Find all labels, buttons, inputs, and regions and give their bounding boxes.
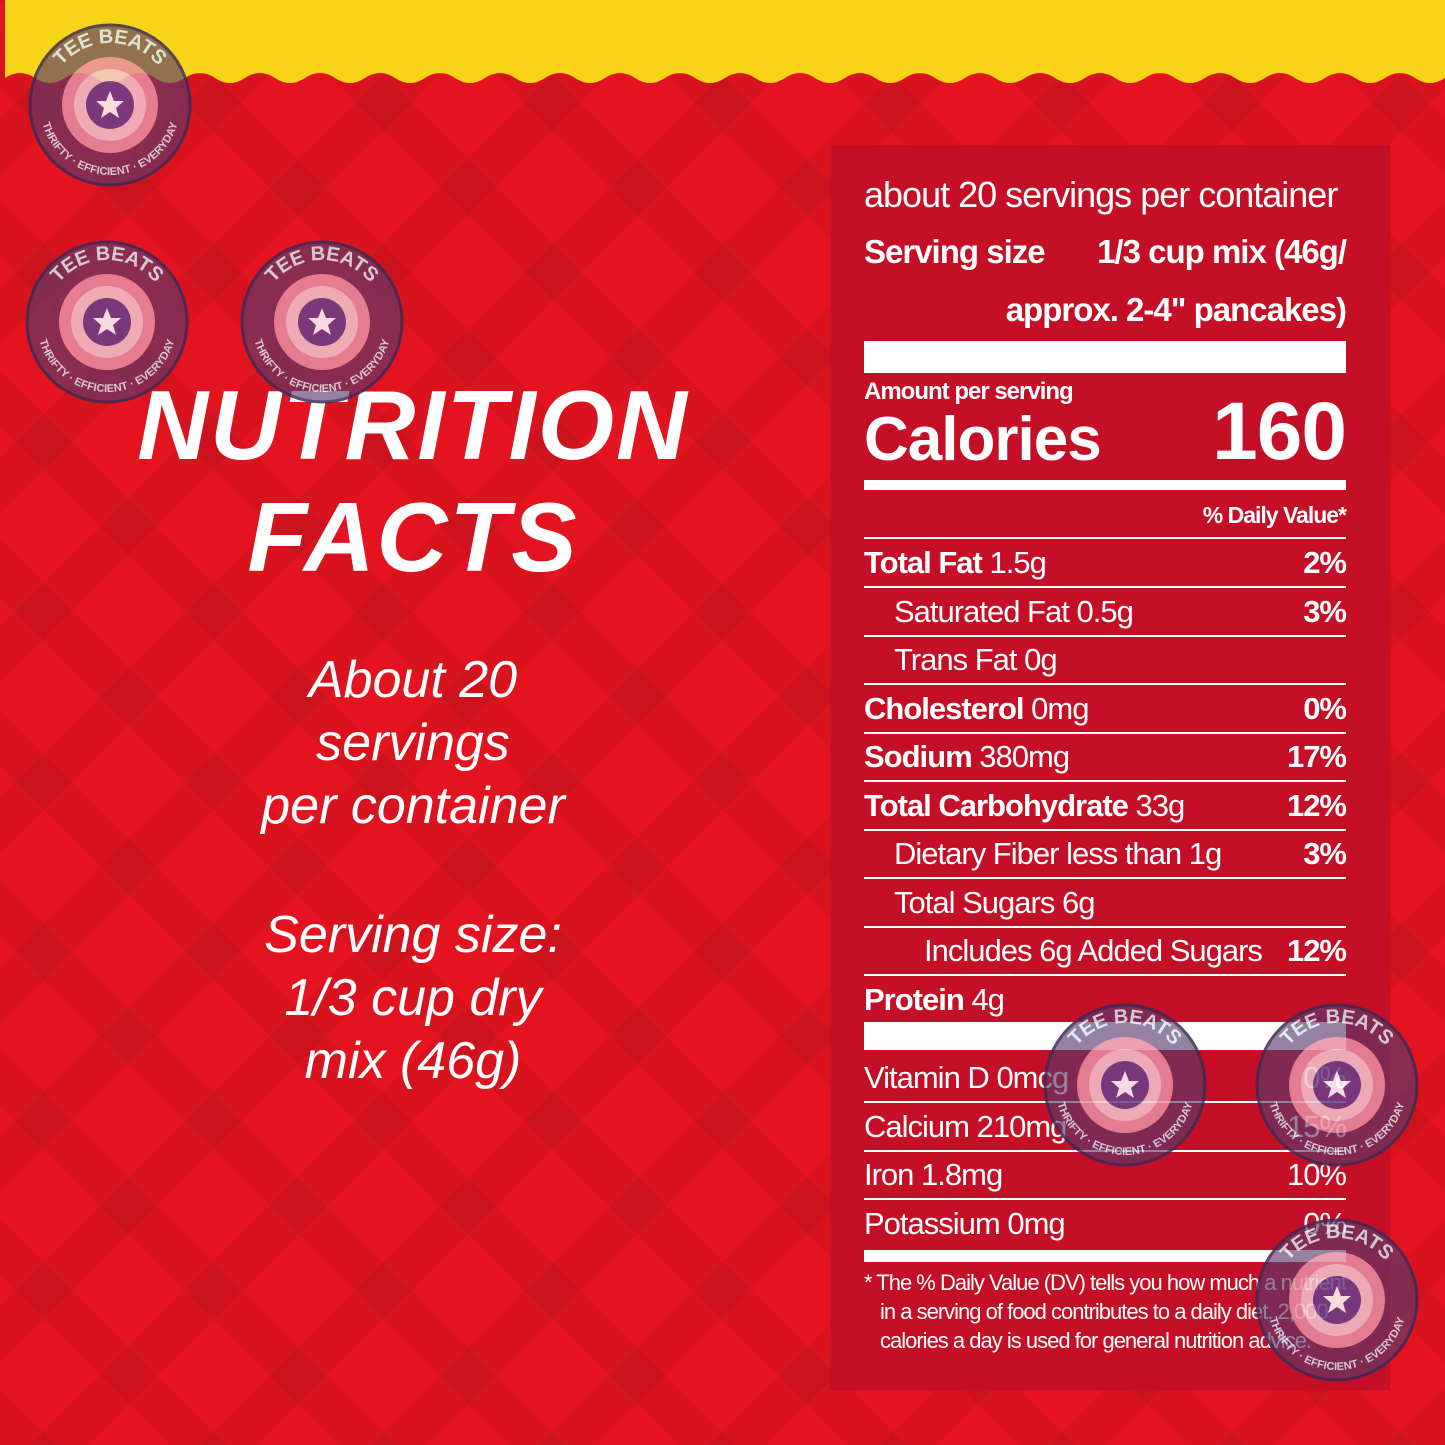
wm-star [96, 91, 124, 118]
rule [864, 341, 1346, 373]
nutrient-dv: 12% [1286, 787, 1347, 823]
rule [864, 683, 1346, 685]
nutrient-amount: 6g [1061, 884, 1095, 920]
nutrient-row: Trans Fat 0g [894, 641, 1058, 679]
serving-size-text: mix (46g) [304, 1032, 522, 1090]
amount-per-serving: Amount per serving [864, 378, 1074, 405]
rule [864, 480, 1346, 490]
nutrient-dv: 12% [1286, 933, 1347, 968]
wm-star [1323, 1286, 1351, 1313]
vitamin-row: Calcium 210mg [864, 1108, 1067, 1146]
nutrient-name: Protein [864, 981, 965, 1017]
calories-value: 160 [1212, 386, 1347, 477]
vitamin-row: Iron 1.8mg [864, 1156, 1003, 1194]
serving-size-value: approx. 2-4" pancakes) [1005, 291, 1347, 328]
vitamin-row: Potassium 0mg [864, 1205, 1066, 1243]
rule [864, 586, 1346, 588]
nutrient-amount: 0g [1024, 642, 1057, 677]
serving-size-text: 1/3 cup dry [284, 969, 542, 1027]
nutrition-label: about 20 servings per container Serving s… [830, 145, 1390, 1390]
servings-text: per container [261, 777, 565, 835]
nutrient-dv: 3% [1303, 836, 1347, 871]
wm-star [1111, 1071, 1139, 1098]
rule [864, 828, 1346, 831]
rule [864, 877, 1346, 879]
nutrient-name: Trans Fat [894, 642, 1017, 677]
calories-label: Calories [864, 405, 1102, 474]
nutrient-row: Sodium 380mg [864, 738, 1070, 776]
nutrient-amount: 380mg [979, 739, 1070, 774]
nutrient-name: Total Sugars [894, 884, 1055, 920]
title: FACTS [247, 482, 579, 592]
nutrient-amount: 4g [971, 981, 1004, 1017]
nutrient-name: Saturated Fat [894, 593, 1070, 629]
rule [864, 1250, 1346, 1262]
nutrient-row: Total Sugars 6g [894, 884, 1095, 922]
wm-star [93, 308, 121, 335]
servings-per-container: about 20 servings per container [864, 174, 1338, 215]
nutrient-dv: 0% [1303, 690, 1347, 726]
serving-size-text: Serving size: [264, 906, 562, 964]
nutrient-name: Sodium [864, 739, 973, 774]
nutrient-row: Cholesterol 0mg [864, 690, 1089, 728]
wm-star [308, 308, 336, 335]
yellow-band [0, 0, 1445, 83]
nutrient-amount: 1.5g [989, 545, 1047, 580]
nutrient-amount: 33g [1135, 787, 1186, 823]
nutrient-row: Total Fat 1.5g [864, 544, 1047, 582]
nutrient-row: Includes 6g Added Sugars [924, 932, 1263, 970]
vitamin-name: Vitamin D [864, 1060, 990, 1095]
nutrient-row: Protein 4g [864, 981, 1005, 1019]
nutrient-name: Total Fat [864, 545, 983, 580]
nutrient-dv: 3% [1303, 593, 1347, 629]
vitamin-name: Potassium [864, 1205, 1001, 1241]
nutrient-name: Cholesterol [864, 690, 1025, 726]
rule [864, 731, 1346, 734]
rule [864, 925, 1346, 928]
nutrient-row: Dietary Fiber less than 1g [894, 835, 1222, 873]
rule [864, 974, 1346, 976]
rule [864, 1198, 1346, 1200]
vitamin-amount: 0mg [1007, 1205, 1065, 1241]
nutrient-amount: less than 1g [1066, 836, 1222, 871]
rule [864, 634, 1346, 637]
vitamin-amount: 1.8mg [921, 1157, 1003, 1192]
rule [864, 537, 1346, 539]
footnote: calories a day is used for general nutri… [880, 1328, 1312, 1353]
nutrient-amount: 0.5g [1076, 593, 1133, 629]
nutrient-row: Total Carbohydrate 33g [864, 787, 1186, 825]
nutrient-name: Includes 6g Added Sugars [924, 933, 1263, 968]
servings-text: servings [316, 714, 510, 772]
nutrient-dv: 2% [1303, 545, 1347, 580]
dv-header: % Daily Value* [1202, 502, 1347, 528]
rule [864, 780, 1346, 782]
servings-text: About 20 [308, 651, 518, 709]
nutrient-name: Total Carbohydrate [864, 787, 1129, 823]
serving-size-label: Serving size [864, 233, 1046, 270]
nutrient-amount: 0mg [1031, 690, 1089, 726]
nutrient-name: Dietary Fiber [894, 836, 1059, 871]
nutrient-dv: 17% [1286, 739, 1347, 774]
wm-star [1323, 1071, 1351, 1098]
nutrient-row: Saturated Fat 0.5g [894, 593, 1134, 631]
title: NUTRITION [137, 370, 689, 480]
serving-size-value: 1/3 cup mix (46g/ [1097, 233, 1347, 270]
footnote: in a serving of food contributes to a da… [880, 1299, 1329, 1324]
vitamin-name: Iron [864, 1157, 914, 1192]
vitamin-name: Calcium [864, 1108, 970, 1144]
